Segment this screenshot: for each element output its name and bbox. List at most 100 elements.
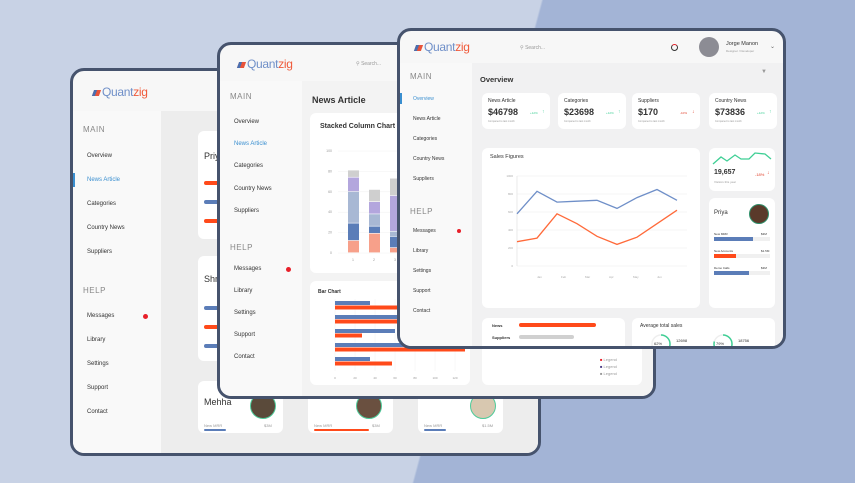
- metric-value: $1.5M: [761, 249, 770, 253]
- sales-figures-card: Sales Figures 0 200 400 600 800 1000 Jan Feb Mar…: [482, 148, 700, 308]
- nav-overview[interactable]: Overview: [234, 119, 260, 125]
- nav-suppliers[interactable]: Suppliers: [87, 249, 113, 255]
- main-section-label: MAIN: [410, 72, 432, 81]
- x-tick-label: Apr: [609, 275, 614, 279]
- notification-dot: [457, 229, 461, 233]
- nav-categories[interactable]: Categories: [413, 136, 438, 142]
- bar-blue: [335, 329, 395, 333]
- nav-news-article[interactable]: News Article: [413, 116, 441, 122]
- nav-contact[interactable]: Contact: [234, 354, 255, 360]
- nav-library[interactable]: Library: [87, 337, 106, 343]
- stacked-segment: [348, 170, 359, 177]
- kpi-note: Compared to last month: [715, 120, 742, 123]
- progress-bar: [314, 429, 369, 431]
- bar-red: [335, 333, 362, 338]
- nav-support[interactable]: Support: [413, 288, 431, 294]
- visitors-note: Visitors this year: [714, 180, 736, 184]
- nav-news-article[interactable]: News Article: [87, 177, 121, 183]
- category-bars-card: News Suppliers Categories: [482, 318, 625, 349]
- stacked-segment: [390, 236, 401, 248]
- bar-red: [335, 305, 455, 310]
- progress-bar: [204, 429, 226, 431]
- nav-categories[interactable]: Categories: [87, 201, 117, 207]
- nav-suppliers[interactable]: Suppliers: [234, 208, 260, 214]
- metric-value: $3M: [761, 232, 767, 236]
- nav-support[interactable]: Support: [87, 385, 109, 391]
- search-input[interactable]: ⚲ Search...: [520, 45, 546, 51]
- nav-contact[interactable]: Contact: [87, 409, 108, 415]
- nav-library[interactable]: Library: [234, 288, 253, 294]
- nav-overview[interactable]: Overview: [87, 153, 113, 159]
- help-section-label: HELP: [410, 207, 433, 216]
- category-label: News: [492, 323, 503, 328]
- sales-title: Sales Figures: [490, 154, 524, 160]
- category-bar: [519, 323, 596, 327]
- y-tick-label: 400: [508, 228, 513, 232]
- notification-dot: [143, 314, 148, 319]
- ring-value: 18756: [738, 338, 750, 343]
- visitors-change: -18%: [755, 172, 765, 177]
- category-label: Suppliers: [492, 335, 511, 340]
- x-tick-label: Feb: [561, 275, 567, 279]
- kpi-note: Compared to last month: [488, 120, 515, 123]
- search-input[interactable]: ⚲ Search...: [356, 61, 382, 67]
- arrow-up-icon: ↑: [542, 109, 545, 115]
- stacked-segment: [348, 177, 359, 192]
- average-sales-card: Average total sales 62% 12698 News 79% 1…: [632, 318, 775, 349]
- person-card-priya: Priya New MRR $3M New Accounts $1.5M Demo Ca…: [709, 198, 775, 308]
- visitors-sparkline: [712, 152, 772, 165]
- progress-ring: 79% 18756 Suppliers: [712, 333, 772, 349]
- notification-dot: [286, 267, 291, 272]
- nav-library[interactable]: Library: [413, 248, 429, 254]
- y-tick-label: 800: [508, 192, 513, 196]
- nav-overview[interactable]: Overview: [413, 96, 434, 102]
- kpi-value: $73836: [715, 107, 746, 117]
- stacked-segment: [390, 178, 401, 196]
- person-name: Mehha: [204, 397, 232, 407]
- nav-country-news[interactable]: Country News: [234, 186, 272, 192]
- bar-chart: 0 20 40 60 80 100 120: [334, 299, 465, 380]
- kpi-change: +12%: [530, 111, 538, 115]
- stacked-segment: [390, 247, 401, 253]
- category-bar: [519, 335, 574, 339]
- bar-chart-title: Bar Chart: [318, 289, 341, 295]
- nav-support[interactable]: Support: [234, 332, 256, 338]
- nav-settings[interactable]: Settings: [413, 268, 432, 274]
- nav-country-news[interactable]: Country News: [413, 156, 445, 162]
- nav-settings[interactable]: Settings: [87, 361, 109, 367]
- kpi-change: +12%: [757, 111, 765, 115]
- x-tick-label: 40: [373, 376, 377, 380]
- metric-label: New MRR: [714, 232, 728, 236]
- notification-bell-icon[interactable]: [671, 44, 678, 51]
- category-bar: [519, 347, 616, 349]
- row-value: $3M: [372, 423, 380, 428]
- legend-item: ■ Legend: [600, 357, 617, 362]
- kpi-note: Compared to last month: [638, 120, 665, 123]
- page-title: News Article: [312, 95, 366, 105]
- stacked-segment: [369, 189, 380, 202]
- arrow-up-icon: ↑: [769, 109, 772, 115]
- sales-series-line: [516, 209, 678, 246]
- chevron-down-icon[interactable]: ⌄: [770, 44, 776, 50]
- kpi-label: Suppliers: [638, 98, 659, 104]
- nav-messages[interactable]: Messages: [87, 313, 115, 319]
- nav-messages[interactable]: Messages: [413, 228, 436, 234]
- nav-news-article[interactable]: News Article: [234, 141, 268, 147]
- row-label: New MRR: [314, 423, 333, 428]
- nav-contact[interactable]: Contact: [413, 308, 431, 314]
- nav-settings[interactable]: Settings: [234, 310, 256, 316]
- nav-categories[interactable]: Categories: [234, 163, 264, 169]
- nav-suppliers[interactable]: Suppliers: [413, 176, 434, 182]
- bar-blue: [335, 343, 455, 347]
- nav-country-news[interactable]: Country News: [87, 225, 125, 231]
- x-tick-label: 3: [394, 258, 396, 262]
- user-avatar[interactable]: [699, 37, 719, 57]
- kpi-card: News Article $46798 +12% ↑ Compared to l…: [482, 93, 550, 129]
- nav-messages[interactable]: Messages: [234, 266, 262, 272]
- person-name: Shruti: [204, 274, 228, 284]
- ring-icon: [713, 334, 733, 346]
- chevron-down-icon[interactable]: ▼: [761, 69, 767, 75]
- ring-label: Suppliers: [738, 346, 751, 349]
- stacked-segment: [390, 231, 401, 237]
- logo: Quantzig: [413, 40, 470, 54]
